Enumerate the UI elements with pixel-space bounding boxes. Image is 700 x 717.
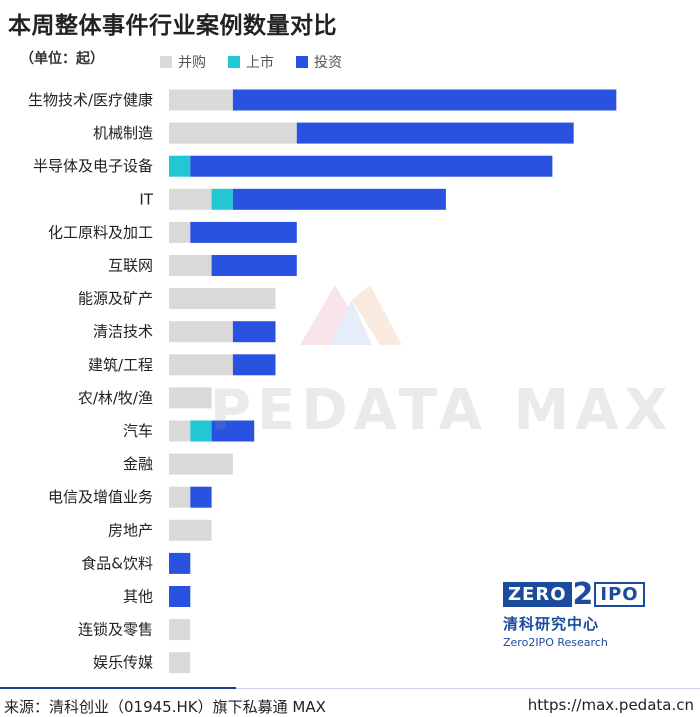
logo-zero: ZERO: [503, 582, 572, 607]
legend-item-merger: 并购: [160, 52, 206, 72]
bar-segment-merger: [169, 122, 297, 144]
bar-segment-investment: [190, 486, 212, 508]
category-label: 能源及矿产: [78, 290, 153, 308]
bar-segment-investment: [190, 155, 553, 177]
bar-segment-merger: [169, 519, 212, 541]
bar-segment-investment: [232, 321, 276, 343]
category-label: 机械制造: [93, 124, 153, 142]
bar-segment-merger: [169, 453, 233, 475]
unit-label: （单位：起）: [20, 51, 104, 67]
bars-layer: [169, 89, 617, 674]
bar-segment-ipo: [169, 155, 191, 177]
bar-segment-merger: [169, 321, 233, 343]
category-label: 汽车: [123, 422, 153, 440]
legend-swatch-investment: [296, 56, 308, 68]
logo-ipo: IPO: [594, 582, 645, 607]
bar-segment-merger: [169, 354, 233, 376]
category-label: 互联网: [108, 257, 153, 275]
bar-segment-merger: [169, 188, 212, 210]
category-label: 娱乐传媒: [93, 654, 153, 672]
category-label: 清洁技术: [93, 323, 153, 341]
category-label: 连锁及零售: [78, 621, 153, 639]
footer-divider-light: [236, 688, 700, 689]
category-label: 半导体及电子设备: [33, 157, 153, 175]
bar-segment-investment: [169, 552, 191, 574]
category-label: 金融: [123, 455, 153, 473]
category-label: 食品&饮料: [81, 554, 153, 572]
bar-segment-investment: [190, 221, 297, 243]
bar-segment-ipo: [211, 188, 233, 210]
bar-segment-investment: [232, 89, 617, 111]
logo-mark: ZERO 2 IPO: [503, 576, 645, 612]
bar-segment-merger: [169, 89, 233, 111]
category-label: 建筑/工程: [88, 356, 153, 374]
bar-segment-ipo: [190, 420, 212, 442]
bar-segment-merger: [169, 221, 191, 243]
footer-url[interactable]: https://max.pedata.cn: [527, 696, 694, 714]
logo-two: 2: [572, 576, 594, 612]
bar-segment-investment: [211, 255, 297, 276]
logo-english-name: Zero2IPO Research: [503, 636, 608, 649]
category-label: IT: [139, 190, 153, 208]
category-label: 化工原料及加工: [48, 223, 153, 241]
category-label: 房地产: [108, 521, 153, 539]
watermark-logo-icon: [300, 285, 402, 345]
category-label: 农/林/牧/渔: [78, 389, 153, 407]
bar-segment-investment: [296, 122, 574, 144]
logo-chinese-name: 清科研究中心: [503, 615, 600, 633]
footer-source: 来源：清科创业（01945.HK）旗下私募通 MAX: [4, 698, 326, 716]
category-label: 电信及增值业务: [48, 488, 153, 506]
bar-segment-investment: [169, 586, 191, 607]
legend: 并购 上市 投资: [160, 52, 342, 72]
legend-item-ipo: 上市: [228, 52, 274, 72]
bar-segment-merger: [169, 486, 191, 508]
footer-divider-dark: [0, 687, 236, 689]
bar-segment-investment: [211, 420, 255, 442]
bar-segment-merger: [169, 619, 191, 641]
bar-segment-merger: [169, 387, 212, 409]
legend-label-merger: 并购: [178, 55, 206, 71]
category-label: 其他: [123, 588, 153, 606]
zero2ipo-logo: ZERO 2 IPO 清科研究中心 Zero2IPO Research: [503, 576, 645, 649]
category-label: 生物技术/医疗健康: [28, 91, 153, 109]
bar-segment-merger: [169, 288, 276, 310]
legend-item-investment: 投资: [296, 52, 342, 72]
bar-segment-investment: [232, 188, 446, 210]
legend-swatch-merger: [160, 56, 172, 68]
legend-label-investment: 投资: [314, 55, 342, 71]
bar-segment-merger: [169, 420, 191, 442]
bar-segment-merger: [169, 652, 191, 674]
bar-segment-merger: [169, 255, 212, 276]
chart-title: 本周整体事件行业案例数量对比: [8, 13, 337, 39]
legend-label-ipo: 上市: [246, 55, 274, 71]
bar-segment-investment: [232, 354, 276, 376]
legend-swatch-ipo: [228, 56, 240, 68]
